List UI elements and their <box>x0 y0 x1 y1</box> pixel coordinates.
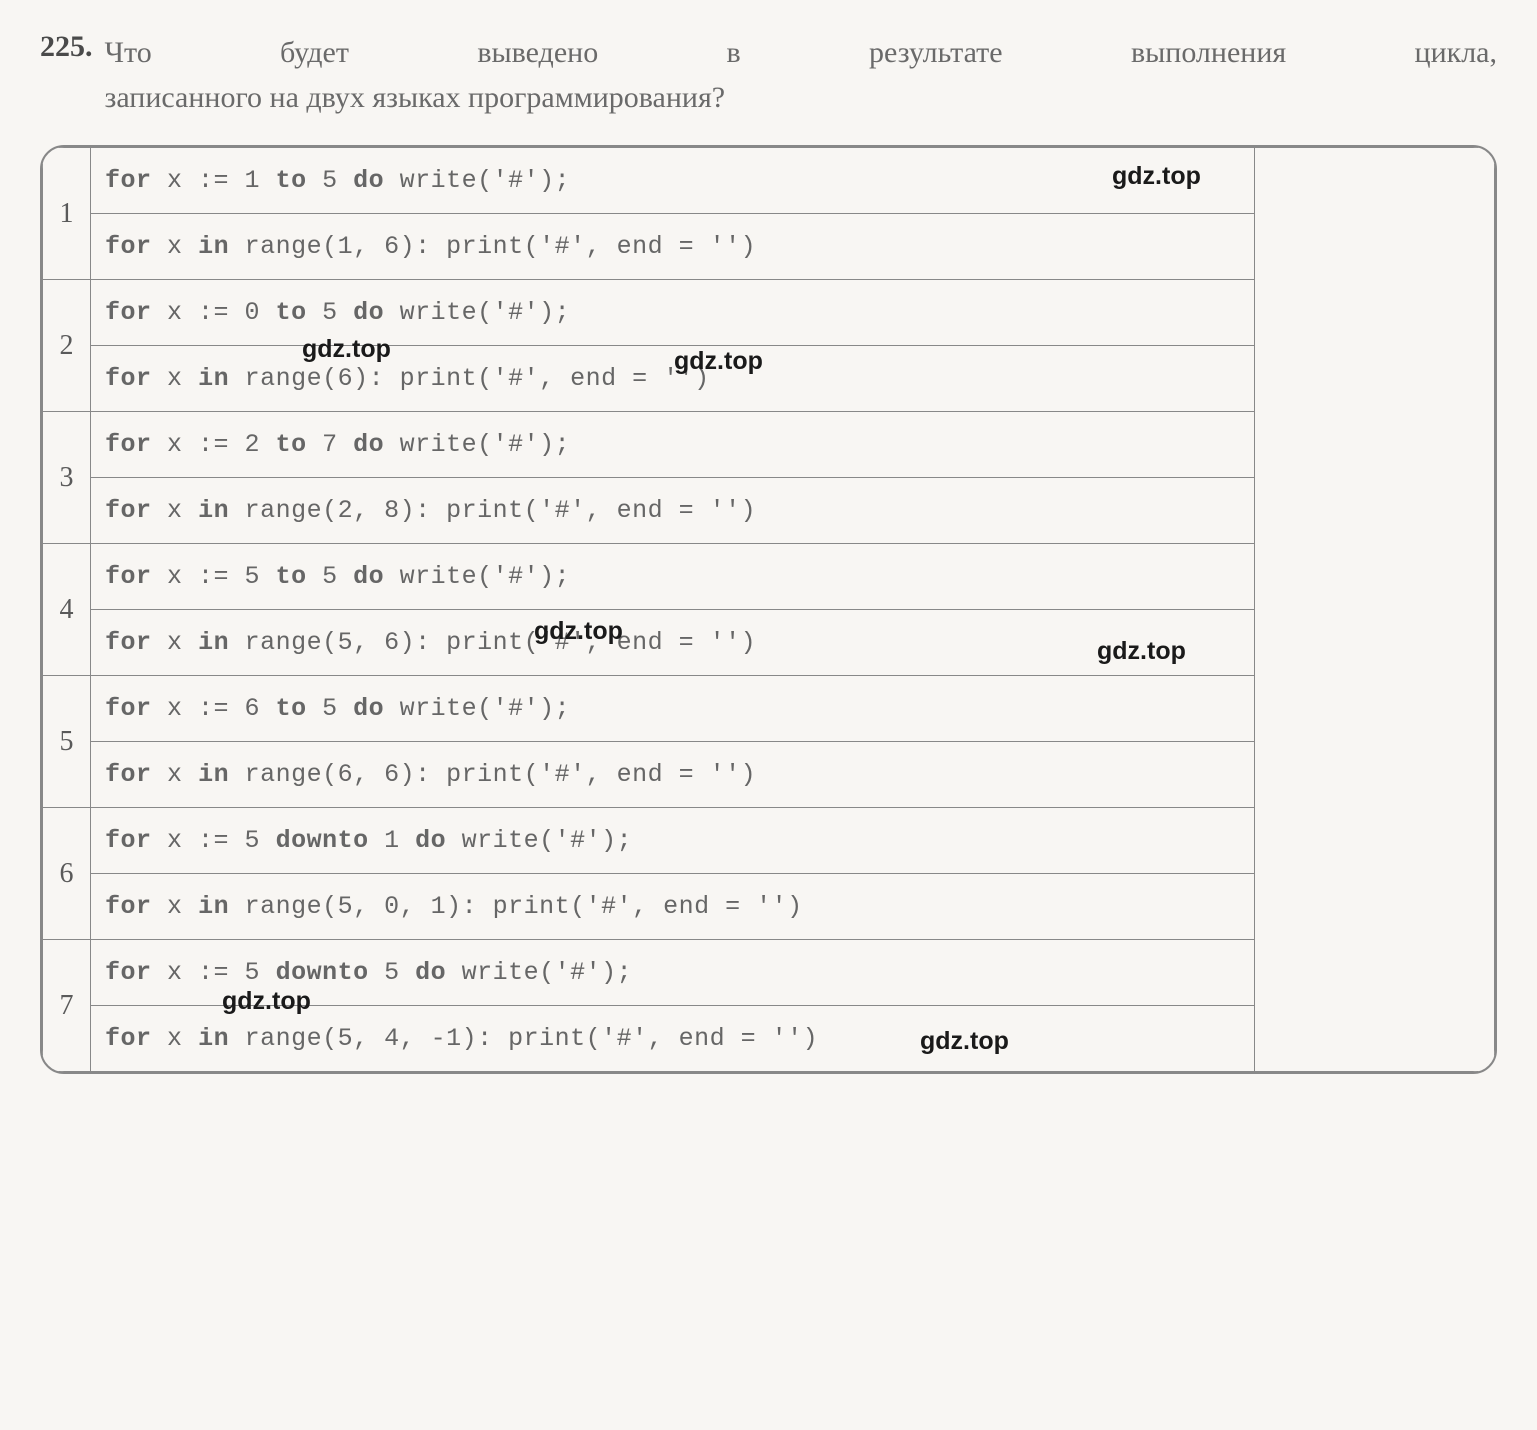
code-text: x := 6 <box>167 694 260 723</box>
kw-for: for <box>105 892 152 921</box>
code-text: write('#'); <box>462 958 633 987</box>
code-text: x <box>167 892 183 921</box>
kw-to: to <box>276 562 307 591</box>
kw-to: to <box>276 298 307 327</box>
code-table-container: 1for x := 1 to 5 do write('#');for x in … <box>40 145 1497 1074</box>
code-text: range(2, 8): print('#', end = '') <box>245 496 757 525</box>
kw-for: for <box>105 496 152 525</box>
code-text: x <box>167 1024 183 1053</box>
code-text: 5 <box>322 298 338 327</box>
code-text: range(1, 6): print('#', end = '') <box>245 232 757 261</box>
question-header: 225. Что будет выведено в результате вып… <box>40 30 1497 120</box>
kw-for: for <box>105 694 152 723</box>
code-text: x <box>167 364 183 393</box>
pascal-code: for x := 0 to 5 do write('#'); <box>91 280 1255 346</box>
kw-do: do <box>353 694 384 723</box>
code-text: write('#'); <box>400 166 571 195</box>
question-line-1: Что будет выведено в результате выполнен… <box>105 30 1498 75</box>
code-text: 5 <box>384 958 400 987</box>
kw-in: in <box>198 628 229 657</box>
kw-in: in <box>198 496 229 525</box>
kw-in: in <box>198 760 229 789</box>
code-text: range(5, 0, 1): print('#', end = '') <box>245 892 803 921</box>
kw-in: in <box>198 1024 229 1053</box>
kw-for: for <box>105 232 152 261</box>
row-number: 7 <box>43 940 91 1072</box>
kw-do: do <box>353 430 384 459</box>
kw-to: to <box>276 694 307 723</box>
pascal-code: for x := 5 downto 1 do write('#'); <box>91 808 1255 874</box>
kw-do: do <box>353 166 384 195</box>
python-code: for x in range(2, 8): print('#', end = '… <box>91 478 1255 544</box>
kw-do: do <box>415 958 446 987</box>
python-code: for x in range(5, 0, 1): print('#', end … <box>91 874 1255 940</box>
code-table: 1for x := 1 to 5 do write('#');for x in … <box>42 147 1495 1072</box>
kw-to: to <box>276 166 307 195</box>
python-code: for x in range(5, 6): print('#', end = '… <box>91 610 1255 676</box>
question-number: 225. <box>40 30 93 64</box>
code-text: 5 <box>322 562 338 591</box>
row-number: 3 <box>43 412 91 544</box>
kw-to: downto <box>276 958 369 987</box>
python-code: for x in range(6): print('#', end = '') <box>91 346 1255 412</box>
code-text: 5 <box>322 166 338 195</box>
kw-to: to <box>276 430 307 459</box>
code-text: 5 <box>322 694 338 723</box>
pascal-code: for x := 2 to 7 do write('#'); <box>91 412 1255 478</box>
kw-for: for <box>105 364 152 393</box>
row-number: 4 <box>43 544 91 676</box>
row-number: 1 <box>43 148 91 280</box>
pascal-code: for x := 5 downto 5 do write('#'); <box>91 940 1255 1006</box>
code-text: 1 <box>384 826 400 855</box>
kw-for: for <box>105 628 152 657</box>
row-number: 5 <box>43 676 91 808</box>
kw-for: for <box>105 826 152 855</box>
kw-for: for <box>105 298 152 327</box>
python-code: for x in range(5, 4, -1): print('#', end… <box>91 1006 1255 1072</box>
code-text: range(6, 6): print('#', end = '') <box>245 760 757 789</box>
python-code: for x in range(1, 6): print('#', end = '… <box>91 214 1255 280</box>
code-text: write('#'); <box>400 694 571 723</box>
code-text: range(6): print('#', end = '') <box>245 364 710 393</box>
code-text: x <box>167 628 183 657</box>
kw-for: for <box>105 760 152 789</box>
code-text: x <box>167 496 183 525</box>
code-text: x := 5 <box>167 958 260 987</box>
kw-for: for <box>105 1024 152 1053</box>
code-text: write('#'); <box>462 826 633 855</box>
row-number: 6 <box>43 808 91 940</box>
kw-in: in <box>198 232 229 261</box>
code-text: range(5, 4, -1): print('#', end = '') <box>245 1024 819 1053</box>
kw-do: do <box>353 562 384 591</box>
kw-for: for <box>105 430 152 459</box>
answer-column <box>1255 148 1495 1072</box>
code-text: write('#'); <box>400 562 571 591</box>
code-text: write('#'); <box>400 430 571 459</box>
pascal-code: for x := 6 to 5 do write('#'); <box>91 676 1255 742</box>
python-code: for x in range(6, 6): print('#', end = '… <box>91 742 1255 808</box>
pascal-code: for x := 5 to 5 do write('#'); <box>91 544 1255 610</box>
kw-for: for <box>105 562 152 591</box>
kw-to: downto <box>276 826 369 855</box>
code-text: x := 5 <box>167 826 260 855</box>
kw-in: in <box>198 364 229 393</box>
code-text: x <box>167 760 183 789</box>
code-text: x := 2 <box>167 430 260 459</box>
pascal-code: for x := 1 to 5 do write('#'); <box>91 148 1255 214</box>
code-text: x := 1 <box>167 166 260 195</box>
code-text: write('#'); <box>400 298 571 327</box>
code-text: 7 <box>322 430 338 459</box>
kw-do: do <box>415 826 446 855</box>
question-line-2: записанного на двух языках программирова… <box>105 75 1498 120</box>
code-text: x <box>167 232 183 261</box>
row-number: 2 <box>43 280 91 412</box>
kw-do: do <box>353 298 384 327</box>
code-text: range(5, 6): print('#', end = '') <box>245 628 757 657</box>
code-text: x := 0 <box>167 298 260 327</box>
question-text: Что будет выведено в результате выполнен… <box>105 30 1498 120</box>
kw-in: in <box>198 892 229 921</box>
kw-for: for <box>105 958 152 987</box>
kw-for: for <box>105 166 152 195</box>
code-text: x := 5 <box>167 562 260 591</box>
